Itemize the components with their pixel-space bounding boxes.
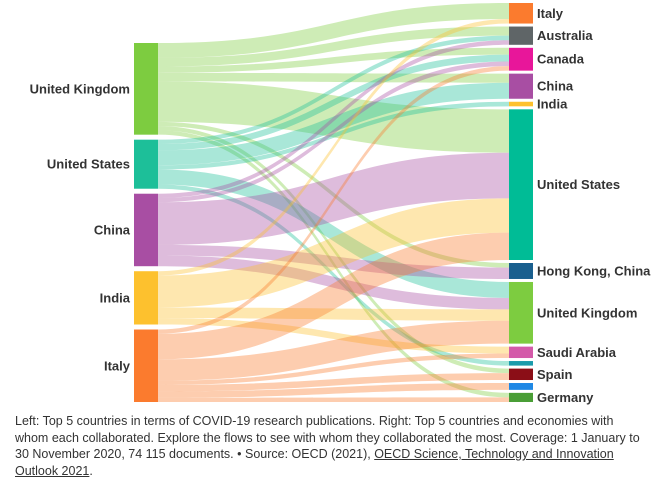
- flow-in-to-sa[interactable]: [158, 318, 509, 354]
- right-label-china: China: [537, 79, 574, 94]
- flow-uk-to-es[interactable]: [158, 126, 509, 374]
- flow-in-to-it[interactable]: [158, 18, 509, 276]
- source-link[interactable]: OECD Science, Technology and Innovation …: [15, 447, 614, 478]
- nodes: [134, 3, 533, 402]
- right-label-canada: Canada: [537, 52, 585, 67]
- left-label-china: China: [94, 222, 131, 237]
- flow-us-to-cn[interactable]: [158, 82, 509, 166]
- flow-cn-to-hk[interactable]: [158, 244, 509, 279]
- right-node-china[interactable]: [509, 73, 533, 99]
- right-label-italy: Italy: [537, 6, 564, 21]
- left-node-italy[interactable]: [134, 329, 158, 402]
- right-node-united-states[interactable]: [509, 109, 533, 260]
- flow-us-to-au[interactable]: [158, 35, 509, 144]
- left-node-united-kingdom[interactable]: [134, 43, 158, 135]
- right-node-hong-kong-china[interactable]: [509, 263, 533, 279]
- flow-cn-to-ca[interactable]: [158, 61, 509, 203]
- right-label-hong-kong-china: Hong Kong, China: [537, 263, 651, 278]
- node-labels: United Kingdom United States China India Ita…: [30, 6, 652, 405]
- right-label-united-kingdom: United Kingdom: [537, 305, 637, 320]
- flow-us-to-uk[interactable]: [158, 169, 509, 298]
- left-label-italy: Italy: [104, 358, 131, 373]
- right-node-canada[interactable]: [509, 47, 533, 71]
- right-node-italy[interactable]: [509, 3, 533, 24]
- right-node-germany[interactable]: [509, 392, 533, 402]
- caption-text: Left: Top 5 countries in terms of COVID-…: [15, 414, 640, 461]
- right-node-united-kingdom[interactable]: [509, 281, 533, 344]
- chart-caption: Left: Top 5 countries in terms of COVID-…: [15, 413, 645, 479]
- flow-cn-to-uk[interactable]: [158, 255, 509, 310]
- flow-in-to-us[interactable]: [158, 198, 509, 308]
- right-label-spain: Spain: [537, 367, 572, 382]
- right-node-saudi-arabia[interactable]: [509, 346, 533, 359]
- flow-uk-to-de[interactable]: [158, 130, 509, 398]
- flow-uk-to-it[interactable]: [158, 3, 509, 58]
- left-label-united-kingdom: United Kingdom: [30, 81, 130, 96]
- right-node-r-x2[interactable]: [509, 383, 533, 390]
- flow-uk-to-cn[interactable]: [158, 72, 509, 83]
- flow-uk-to-hk[interactable]: [158, 121, 509, 268]
- left-node-united-states[interactable]: [134, 139, 158, 189]
- flow-it-to-es[interactable]: [158, 373, 509, 392]
- right-label-germany: Germany: [537, 390, 594, 405]
- flow-it-to-sa[interactable]: [158, 353, 509, 385]
- caption-suffix: .: [89, 463, 93, 478]
- flow-us-to-x1[interactable]: [158, 184, 509, 366]
- flow-cn-to-au[interactable]: [158, 40, 509, 198]
- flow-uk-to-au[interactable]: [158, 26, 509, 67]
- right-label-australia: Australia: [537, 28, 593, 43]
- flow-us-to-in[interactable]: [158, 101, 509, 170]
- flow-it-to-de[interactable]: [158, 397, 509, 402]
- flow-cn-to-us[interactable]: [158, 152, 509, 245]
- right-node-india[interactable]: [509, 101, 533, 107]
- flow-in-to-uk[interactable]: [158, 307, 509, 321]
- flow-it-to-ca[interactable]: [158, 66, 509, 334]
- right-label-saudi-arabia: Saudi Arabia: [537, 345, 617, 360]
- right-node-spain[interactable]: [509, 368, 533, 381]
- left-node-india[interactable]: [134, 271, 158, 325]
- flow-it-to-x2[interactable]: [158, 383, 509, 398]
- right-node-r-x1[interactable]: [509, 361, 533, 366]
- flow-uk-to-ca[interactable]: [158, 47, 509, 73]
- right-node-australia[interactable]: [509, 26, 533, 45]
- flow-it-to-uk[interactable]: [158, 320, 509, 381]
- flow-us-to-ca[interactable]: [158, 54, 509, 151]
- right-label-united-states: United States: [537, 177, 620, 192]
- flow-links: [158, 3, 509, 402]
- left-label-united-states: United States: [47, 157, 130, 172]
- sankey-chart: United Kingdom United States China India Ita…: [30, 3, 652, 405]
- flow-uk-to-us[interactable]: [158, 81, 509, 153]
- flow-it-to-us[interactable]: [158, 232, 509, 360]
- left-label-india: India: [100, 290, 131, 305]
- right-label-india: India: [537, 97, 568, 112]
- left-node-china[interactable]: [134, 193, 158, 267]
